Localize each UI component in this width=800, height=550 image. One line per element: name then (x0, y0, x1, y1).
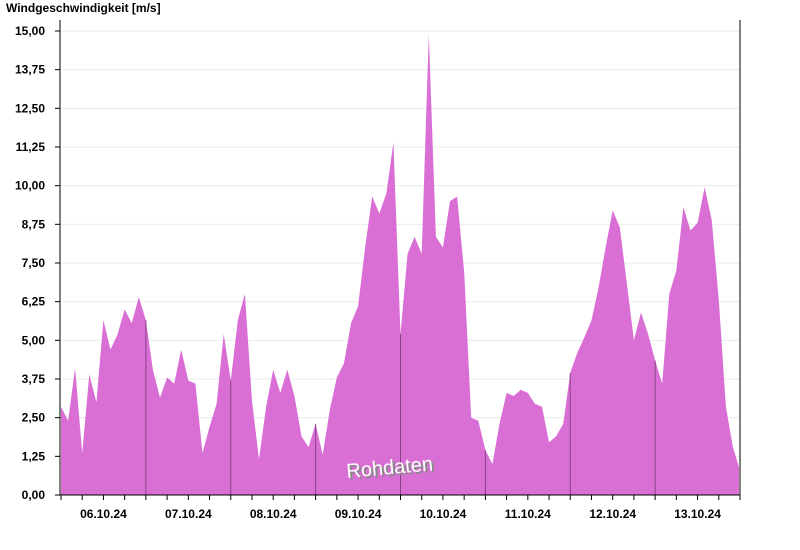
x-tick-label: 11.10.24 (505, 507, 551, 521)
y-tick-label: 10,00 (15, 179, 45, 193)
y-tick-labels: 0,00 1,25 2,50 3,75 5,00 6,25 7,50 8,75 10,00 11,… (15, 24, 45, 502)
x-tick-label: 13.10.24 (674, 507, 721, 521)
x-tick-label: 12.10.24 (589, 507, 636, 521)
day-separators (145, 320, 656, 495)
y-tick-label: 6,25 (22, 295, 46, 309)
y-tick-label: 7,50 (22, 256, 46, 270)
data-points (60, 34, 740, 468)
y-tick-label: 8,75 (22, 217, 46, 231)
x-tick-label: 07.10.24 (165, 507, 212, 521)
y-tick-label: 13,75 (15, 63, 45, 77)
y-tick-label: 2,50 (22, 411, 46, 425)
y-tick-label: 3,75 (22, 372, 46, 386)
y-tick-label: 1,25 (22, 449, 46, 463)
x-tick-labels: 06.10.24 07.10.24 08.10.24 09.10.24 10.10.24… (80, 507, 721, 521)
y-tick-label: 12,50 (15, 101, 45, 115)
area-fill (61, 34, 739, 495)
x-tick-label: 06.10.24 (80, 507, 127, 521)
x-tick-label: 10.10.24 (420, 507, 467, 521)
y-tick-label: 5,00 (22, 333, 46, 347)
y-tick-label: 15,00 (15, 24, 45, 38)
x-tick-label: 09.10.24 (335, 507, 382, 521)
axes (55, 20, 741, 500)
y-tick-label: 11,25 (16, 140, 46, 154)
area-series (61, 34, 739, 495)
x-tick-label: 08.10.24 (250, 507, 297, 521)
chart-title: Windgeschwindigkeit [m/s] (6, 1, 161, 15)
y-tick-label: 0,00 (22, 488, 46, 502)
